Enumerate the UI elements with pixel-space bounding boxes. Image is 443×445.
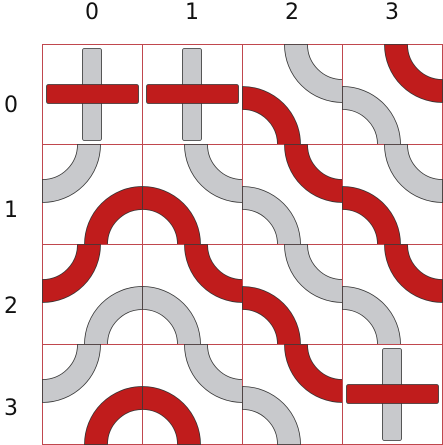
tile-r0-c0[interactable]	[42, 44, 143, 145]
row-label-2: 2	[4, 294, 18, 319]
tile-r2-c1[interactable]	[142, 244, 243, 345]
column-label-3: 3	[385, 0, 399, 25]
tile-r1-c3[interactable]	[342, 144, 443, 245]
pipe-arc-top-right	[284, 344, 343, 403]
pipe-arc-top-right	[284, 244, 343, 303]
pipe-arc-top-right	[184, 244, 243, 303]
column-label-0: 0	[85, 0, 99, 25]
puzzle-board	[42, 44, 443, 445]
pipe-horizontal	[146, 84, 239, 104]
tile-r1-c2[interactable]	[242, 144, 343, 245]
tile-r1-c0[interactable]	[42, 144, 143, 245]
tile-r2-c0[interactable]	[42, 244, 143, 345]
pipe-arc-top-right	[184, 144, 243, 203]
row-label-1: 1	[4, 198, 18, 223]
tile-r3-c0[interactable]	[42, 344, 143, 445]
pipe-arc-top-right	[184, 344, 243, 403]
pipe-arc-top-right	[384, 44, 443, 103]
pipe-arc-bottom-left	[242, 386, 301, 445]
pipe-arc-top-right	[384, 144, 443, 203]
tile-r1-c1[interactable]	[142, 144, 243, 245]
tile-r3-c1[interactable]	[142, 344, 243, 445]
row-label-0: 0	[4, 93, 18, 118]
puzzle-grid	[42, 44, 443, 445]
tile-r3-c3[interactable]	[342, 344, 443, 445]
pipe-horizontal	[46, 84, 139, 104]
tile-r0-c3[interactable]	[342, 44, 443, 145]
tile-r2-c2[interactable]	[242, 244, 343, 345]
pipe-arc-top-right	[384, 244, 443, 303]
pipe-arc-top-right	[284, 144, 343, 203]
tile-r2-c3[interactable]	[342, 244, 443, 345]
column-label-1: 1	[185, 0, 199, 25]
tile-r0-c1[interactable]	[142, 44, 243, 145]
row-label-3: 3	[4, 396, 18, 421]
pipe-arc-top-right	[284, 44, 343, 103]
pipe-arc-bottom-left	[142, 386, 201, 445]
pipe-arc-top-left	[42, 244, 101, 303]
tile-r3-c2[interactable]	[242, 344, 343, 445]
pipe-horizontal	[346, 384, 439, 404]
column-label-2: 2	[285, 0, 299, 25]
pipe-arc-top-left	[42, 344, 101, 403]
tile-r0-c2[interactable]	[242, 44, 343, 145]
pipe-arc-top-left	[42, 144, 101, 203]
